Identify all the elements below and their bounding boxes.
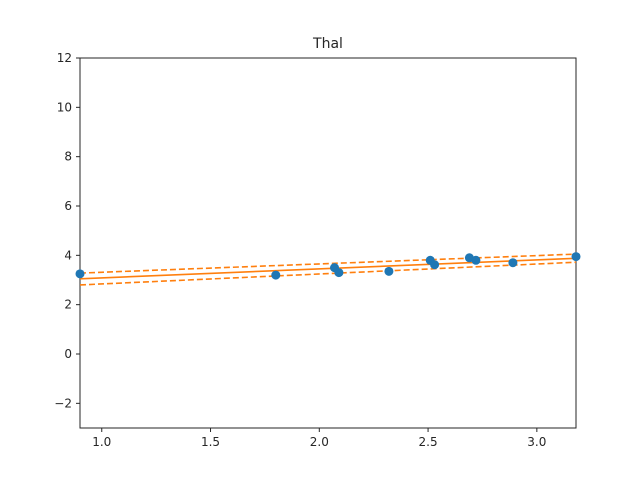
y-tick-label: 4 [64,248,72,262]
y-tick-label: 12 [57,51,72,65]
y-tick-label: 2 [64,298,72,312]
x-tick-label: 1.0 [92,435,111,449]
confidence-band-line [79,253,577,274]
data-point [508,258,518,268]
data-point [384,266,394,276]
x-tick-label: 3.0 [527,435,546,449]
data-point [75,269,85,279]
x-tick-label: 2.0 [310,435,329,449]
y-tick-label: 0 [64,347,72,361]
data-points [75,252,581,280]
data-point [571,252,581,262]
x-tick-label: 1.5 [201,435,220,449]
y-tick-label: −2 [54,396,72,410]
series-lines [79,253,577,286]
data-point [334,268,344,278]
confidence-band-line [79,261,577,286]
y-tick-label: 8 [64,150,72,164]
data-point [471,255,481,265]
y-tick-label: 10 [57,100,72,114]
data-point [430,260,440,270]
plot-frame [79,57,577,429]
data-point [271,270,281,280]
y-tick-label: 6 [64,199,72,213]
fit-line [79,257,577,280]
axis-ticks: 1.0 1.5 2.0 2.5 3.0 −2 0 2 4 6 8 10 12 [54,51,546,449]
chart-title: Thal [312,36,343,52]
x-tick-label: 2.5 [419,435,438,449]
